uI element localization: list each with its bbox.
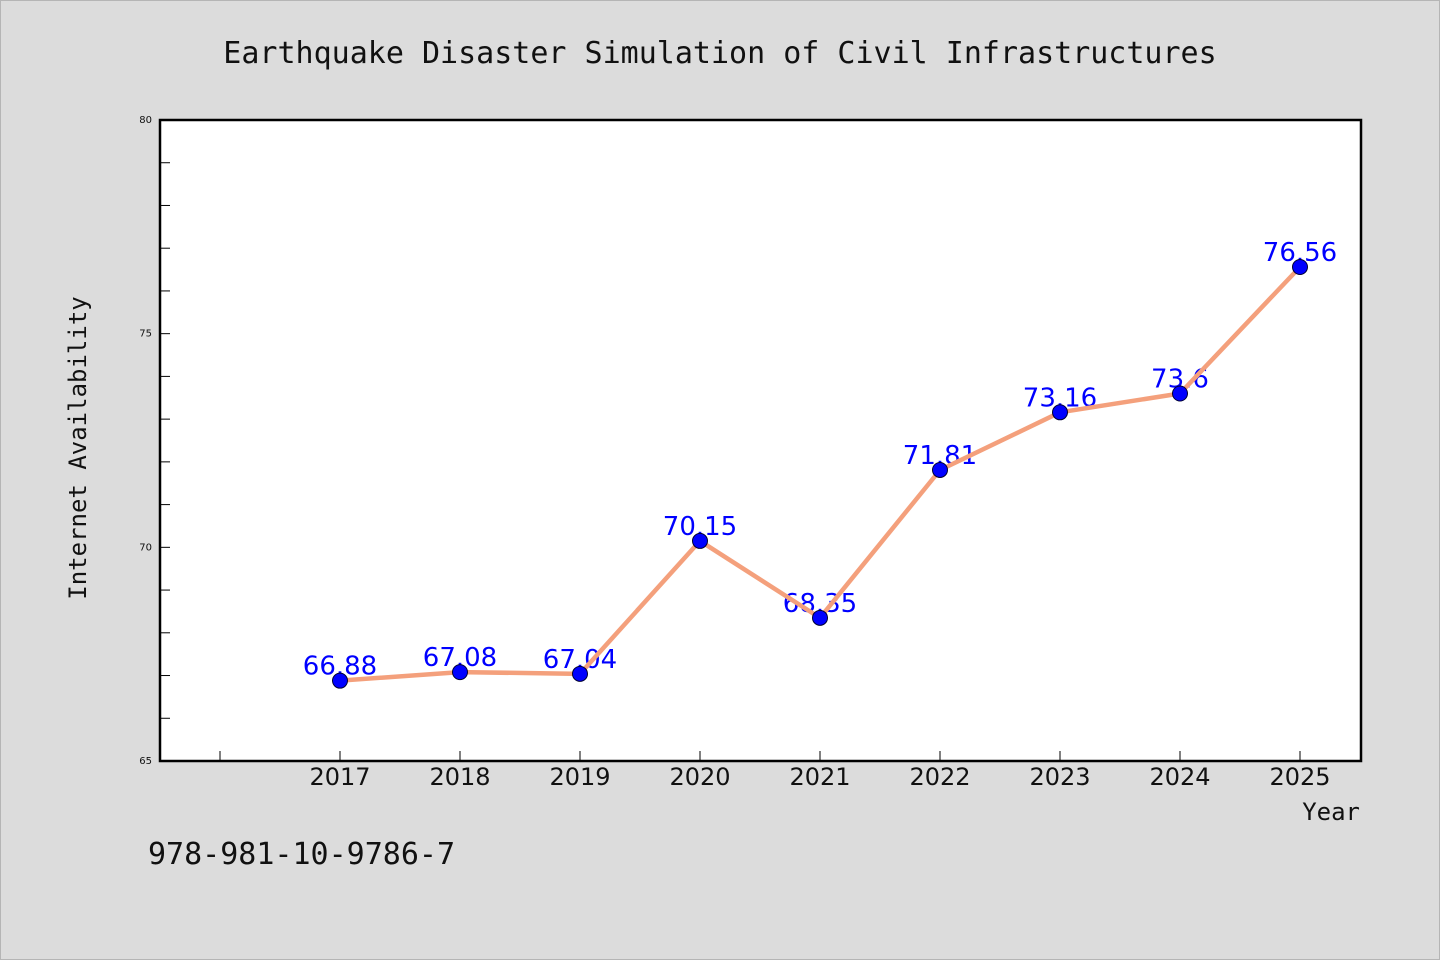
y-tick-label: 70 (139, 542, 152, 553)
data-point-2025 (1292, 259, 1308, 276)
x-axis: 2017 2018 2019 2020 2021 2022 2023 2024 2025 (219, 751, 1331, 791)
x-tick-label-2020: 2020 (669, 763, 730, 791)
data-point-2024 (1172, 385, 1188, 402)
y-tick-label: 80 (139, 115, 152, 126)
data-point-2017 (332, 672, 348, 689)
x-tick-label-2023: 2023 (1029, 763, 1090, 791)
chart-title: Earthquake Disaster Simulation of Civil … (223, 36, 1216, 71)
x-tick-label-2018: 2018 (429, 763, 490, 791)
data-point-2021 (812, 609, 828, 626)
series-line-group (332, 259, 1308, 689)
y-tick-label: 75 (139, 329, 152, 340)
data-point-2022 (932, 461, 948, 478)
data-point-2019 (572, 665, 588, 682)
x-tick-label-2024: 2024 (1149, 763, 1210, 791)
y-axis-label: Internet Availability (64, 296, 92, 599)
y-tick-label: 65 (139, 756, 152, 767)
plot-area (158, 118, 1363, 763)
x-axis-label: Year (1302, 798, 1360, 826)
x-tick-label-2021: 2021 (789, 763, 850, 791)
x-tick-label-2022: 2022 (909, 763, 970, 791)
x-tick-label-2025: 2025 (1269, 763, 1330, 791)
x-tick-label-2019: 2019 (549, 763, 610, 791)
x-tick-label-2017: 2017 (309, 763, 370, 791)
y-axis: 65 70 75 80 (139, 115, 170, 767)
data-point-2023 (1052, 404, 1068, 421)
isbn-footer: 978-981-10-9786-7 (148, 837, 455, 872)
data-point-2020 (692, 532, 708, 549)
data-point-2018 (452, 664, 468, 681)
